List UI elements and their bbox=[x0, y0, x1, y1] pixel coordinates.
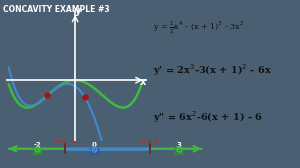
Text: y: y bbox=[75, 6, 81, 16]
Text: -2: -2 bbox=[33, 142, 41, 148]
Text: y' = 2x$^3$-3(x + 1)$^2$ - 6x: y' = 2x$^3$-3(x + 1)$^2$ - 6x bbox=[153, 62, 272, 78]
Text: y = $\frac{1}{2}$x$^4$ - (x + 1)$^3$ - 3x$^2$: y = $\frac{1}{2}$x$^4$ - (x + 1)$^3$ - 3… bbox=[153, 20, 244, 36]
Text: 24: 24 bbox=[173, 148, 184, 157]
Text: -12: -12 bbox=[86, 148, 101, 157]
Text: x: x bbox=[140, 77, 146, 87]
Text: 24: 24 bbox=[31, 148, 43, 157]
Text: CONCAVITY EXAMPLE #3: CONCAVITY EXAMPLE #3 bbox=[3, 5, 110, 14]
Text: x = 2: x = 2 bbox=[141, 139, 159, 144]
Text: 3: 3 bbox=[176, 142, 181, 148]
Text: y" = 6x$^2$-6(x + 1) - 6: y" = 6x$^2$-6(x + 1) - 6 bbox=[153, 109, 263, 125]
Text: x = -1: x = -1 bbox=[55, 139, 76, 144]
Text: 0: 0 bbox=[91, 142, 96, 148]
